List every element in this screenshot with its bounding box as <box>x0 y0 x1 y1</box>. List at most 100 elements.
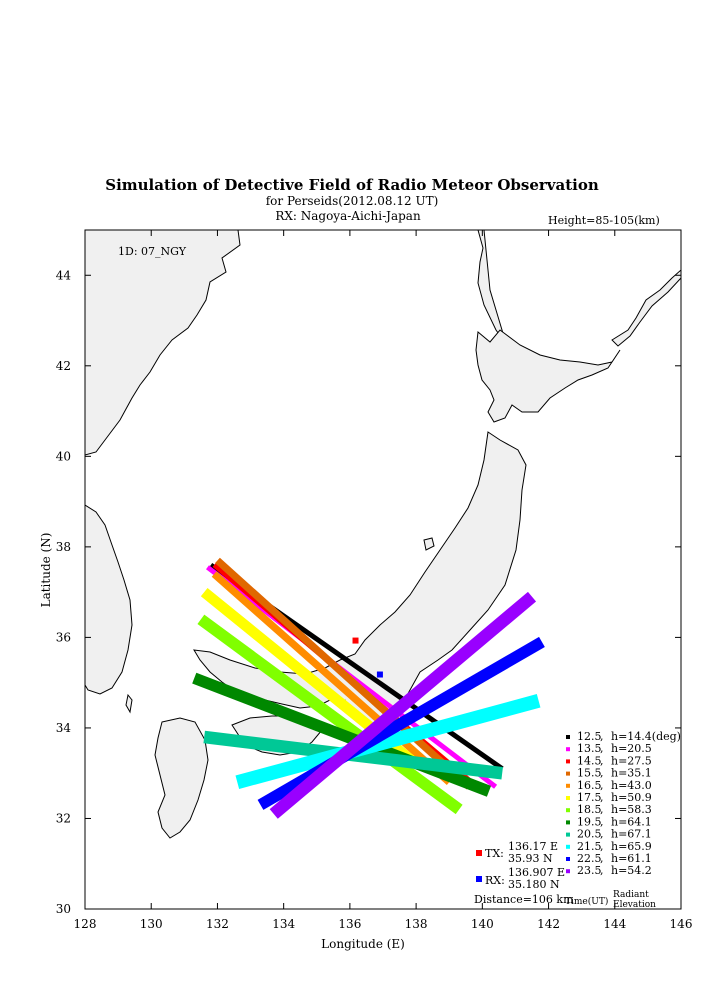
x-tick-label: 132 <box>206 917 229 931</box>
kyushu-island <box>154 717 209 839</box>
map-frame <box>84 229 682 910</box>
legend-time: 20.5 <box>577 828 602 841</box>
x-tick-label: 134 <box>272 917 295 931</box>
detection-band-21-5 <box>235 694 541 789</box>
legend-elevation: h=61.1 <box>611 852 652 865</box>
rx-legend-swatch <box>476 876 482 882</box>
legend-separator: , <box>600 742 604 755</box>
x-tick-label: 136 <box>338 917 361 931</box>
legend-elevation: h=27.5 <box>611 754 652 767</box>
legend: 12.5, h=14.4(deg) 13.5, h=20.5 14.5, h=27.5 15… <box>566 730 681 877</box>
legend-swatch <box>566 808 570 813</box>
legend-separator: , <box>600 767 604 780</box>
y-tick-label: 34 <box>56 721 72 735</box>
legend-swatch <box>566 735 570 739</box>
legend-time: 17.5 <box>577 791 602 804</box>
legend-elevation: h=50.9 <box>611 791 652 804</box>
figure-title: Simulation of Detective Field of Radio M… <box>105 176 599 194</box>
y-tick-label: 40 <box>56 449 71 463</box>
legend-time: 19.5 <box>577 815 602 828</box>
tx-legend-swatch <box>476 850 482 856</box>
legend-separator: , <box>600 779 604 792</box>
tx-station-marker <box>352 637 359 644</box>
rx-latitude: 35.180 N <box>508 878 560 891</box>
detection-band-23-5 <box>269 591 537 819</box>
id-label: 1D: 07_NGY <box>118 245 187 258</box>
y-tick-label: 36 <box>56 630 71 644</box>
detection-band-19-5 <box>192 672 492 797</box>
tx-label: TX: <box>485 847 504 860</box>
detection-band-18-5 <box>197 614 463 815</box>
tsushima-island <box>125 693 133 714</box>
x-tick-label: 146 <box>670 917 693 931</box>
x-tick-label: 144 <box>603 917 626 931</box>
legend-separator: , <box>600 852 604 865</box>
y-tick-label: 44 <box>56 268 72 282</box>
korean-peninsula <box>85 504 133 695</box>
tx-longitude: 136.17 E <box>508 840 558 853</box>
legend-swatch <box>566 771 570 776</box>
detection-band-15-5 <box>215 557 472 790</box>
legend-separator: , <box>600 754 604 767</box>
legend-swatch <box>566 857 570 861</box>
legend-time: 15.5 <box>577 767 602 780</box>
legend-time: 23.5 <box>577 864 602 877</box>
legend-time: 14.5 <box>577 754 602 767</box>
legend-footer-elevation: Elevation <box>613 900 656 910</box>
detection-bands <box>192 557 545 819</box>
rx-station-marker <box>376 671 383 678</box>
detection-band-16-5 <box>211 571 452 785</box>
legend-separator: , <box>600 815 604 828</box>
legend-swatch <box>566 759 570 764</box>
y-tick-label: 32 <box>56 811 71 825</box>
legend-time: 16.5 <box>577 779 602 792</box>
legend-separator: , <box>600 840 604 853</box>
legend-elevation: h=43.0 <box>611 779 652 792</box>
legend-swatch <box>566 783 570 788</box>
rx-label: RX: <box>485 874 505 887</box>
y-axis-label: Latitude (N) <box>39 533 53 608</box>
legend-time: 12.5 <box>577 730 602 743</box>
legend-swatch <box>566 820 570 825</box>
legend-separator: , <box>600 803 604 816</box>
legend-swatch <box>566 796 570 800</box>
legend-time: 21.5 <box>577 840 602 853</box>
y-tick-label: 30 <box>56 902 71 916</box>
legend-separator: , <box>600 864 604 877</box>
legend-separator: , <box>600 791 604 804</box>
legend-separator: , <box>600 828 604 841</box>
legend-elevation: h=54.2 <box>611 864 652 877</box>
legend-time: 18.5 <box>577 803 602 816</box>
height-note: Height=85-105(km) <box>548 214 660 227</box>
legend-separator: , <box>600 730 604 743</box>
legend-swatch <box>566 832 570 837</box>
x-tick-label: 142 <box>537 917 560 931</box>
tx-latitude: 35.93 N <box>508 852 553 865</box>
x-tick-label: 138 <box>405 917 428 931</box>
legend-elevation: h=58.3 <box>611 803 652 816</box>
receiver-label: RX: Nagoya-Aichi-Japan <box>275 209 421 223</box>
legend-elevation: h=35.1 <box>611 767 652 780</box>
legend-elevation: h=65.9 <box>611 840 652 853</box>
legend-swatch <box>566 747 570 752</box>
x-tick-label: 130 <box>140 917 163 931</box>
legend-swatch <box>566 869 570 874</box>
legend-time: 22.5 <box>577 852 602 865</box>
legend-elevation: h=20.5 <box>611 742 652 755</box>
kuril-islands <box>611 269 681 347</box>
x-tick-label: 140 <box>471 917 494 931</box>
sado-island <box>423 537 435 551</box>
asian-mainland <box>85 230 241 456</box>
hokkaido-island <box>475 329 621 423</box>
y-tick-label: 38 <box>56 540 71 554</box>
y-tick-label: 42 <box>56 359 71 373</box>
legend-elevation: h=14.4(deg) <box>611 730 681 743</box>
legend-swatch <box>566 844 570 849</box>
figure-subtitle: for Perseids(2012.08.12 UT) <box>266 194 439 208</box>
legend-elevation: h=67.1 <box>611 828 652 841</box>
rx-longitude: 136.907 E <box>508 866 565 879</box>
y-axis-ticks: 30 32 34 36 38 40 42 44 <box>56 268 681 916</box>
x-axis-label: Longitude (E) <box>321 937 405 951</box>
legend-footer-radiant: Radiant <box>613 890 649 900</box>
